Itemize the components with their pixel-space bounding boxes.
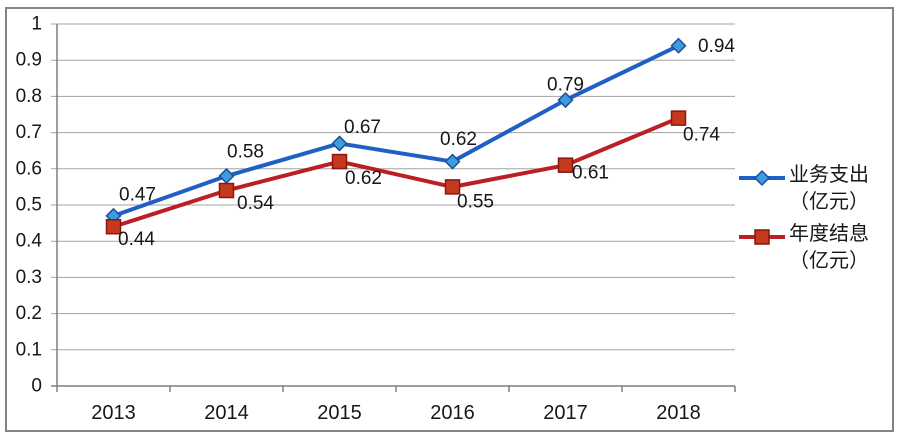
series-marker-square [218,182,235,199]
data-label: 0.62 [345,168,382,189]
y-tick-label: 0.6 [16,158,42,179]
series-marker-square [105,218,122,235]
series-marker-square [557,157,574,173]
y-tick-label: 0.5 [16,195,42,216]
data-label: 0.47 [119,184,156,205]
y-tick-label: 0.2 [16,303,42,324]
data-label: 0.58 [227,142,264,163]
x-tick-label: 2014 [204,402,249,424]
series-marker-square [670,110,687,126]
figure-border [5,7,894,432]
legend-label-line2: （亿元） [789,190,869,213]
data-label: 0.74 [683,125,720,146]
data-label: 0.61 [572,163,609,184]
y-tick-label: 1 [31,14,42,35]
data-label: 0.62 [440,129,477,150]
series-marker-square [444,179,461,195]
series-line-2 [112,116,680,229]
y-tick-label: 0.1 [16,339,42,360]
x-tick-label: 2016 [430,402,475,424]
legend-square-icon [754,229,770,245]
x-tick-label: 2013 [91,402,136,424]
series-marker-diamond [557,91,574,109]
legend-diamond-icon [753,169,771,187]
data-label: 0.44 [118,229,155,250]
series-marker-diamond [444,153,461,170]
x-tick-label: 2015 [317,402,362,424]
legend-label-line2: （亿元） [789,249,869,272]
data-label: 0.55 [457,191,494,212]
y-tick-label: 0.9 [16,50,42,71]
y-tick-label: 0.7 [16,122,42,143]
y-tick-label: 0.8 [16,86,42,107]
y-tick-label: 0.4 [16,231,43,252]
data-label: 0.54 [237,193,274,214]
series-marker-diamond [670,37,687,54]
x-tick-label: 2018 [656,402,701,424]
y-tick-label: 0 [31,376,42,397]
data-label: 0.94 [698,36,735,57]
data-label: 0.79 [547,75,584,96]
series-marker-diamond [331,135,348,152]
y-tick-label: 0.3 [16,267,42,288]
legend-label-line1: 业务支出 [789,163,869,186]
x-tick-label: 2017 [543,402,588,424]
series-marker-square [331,153,348,170]
series-line-1 [112,43,680,218]
data-label: 0.67 [344,117,381,138]
legend-label-line1: 年度结息 [789,222,869,245]
